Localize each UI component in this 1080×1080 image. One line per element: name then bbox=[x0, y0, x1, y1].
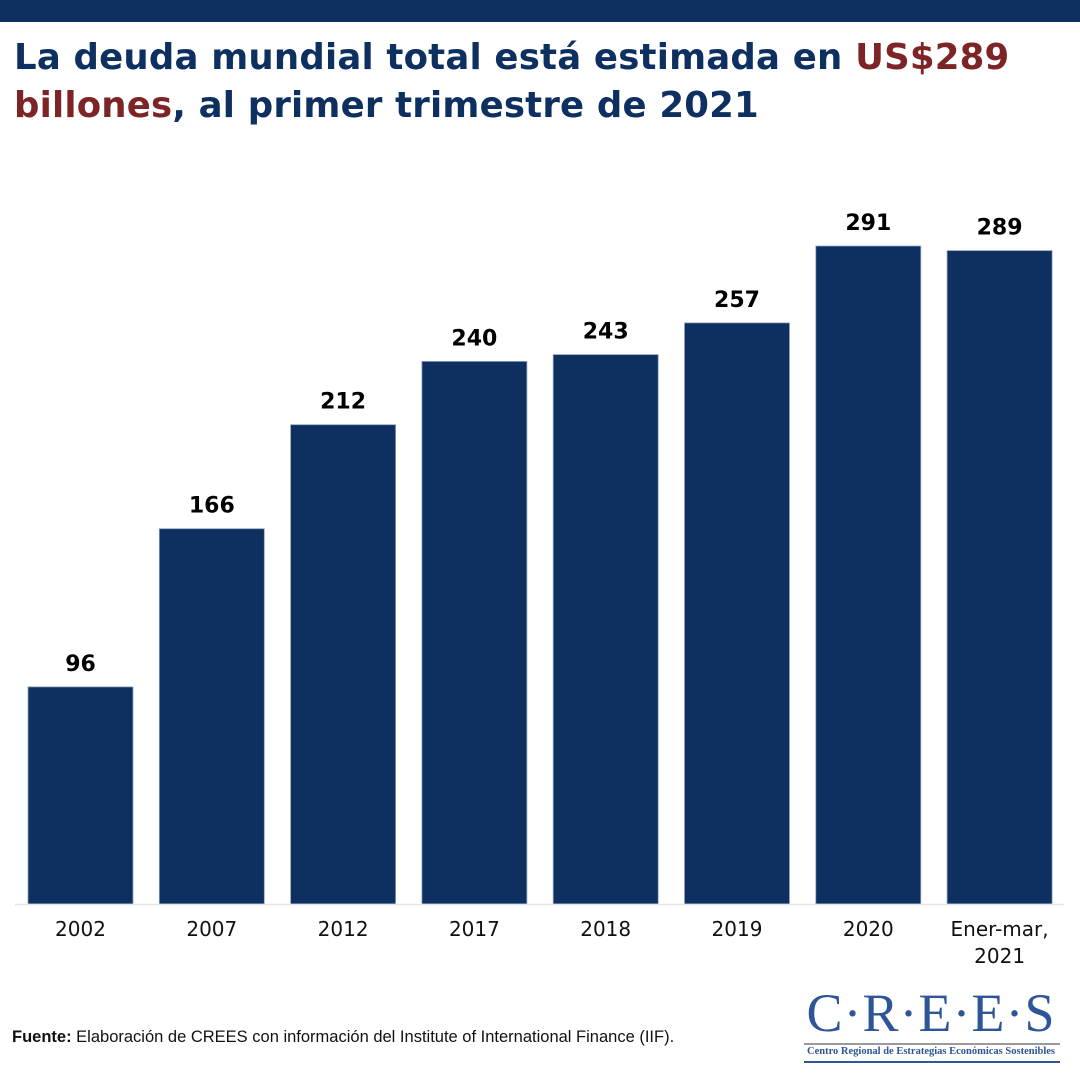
title-highlight-amount: US$289 bbox=[855, 37, 1010, 78]
top-banner-bar bbox=[0, 0, 1080, 22]
x-tick-label: 2019 bbox=[712, 917, 763, 941]
title-highlight-unit: billones bbox=[14, 85, 173, 126]
x-tick-label-line: 2012 bbox=[318, 917, 369, 941]
x-tick-label-line: 2019 bbox=[712, 917, 763, 941]
bar-2017 bbox=[421, 360, 528, 905]
bar-2019 bbox=[684, 322, 790, 905]
x-tick-label-line: 2018 bbox=[580, 917, 631, 941]
bars-group bbox=[27, 245, 1053, 905]
source-note: Fuente: Elaboración de CREES con informa… bbox=[12, 1028, 674, 1047]
source-text: Elaboración de CREES con información del… bbox=[71, 1028, 675, 1046]
chart-title: La deuda mundial total está estimada en … bbox=[14, 34, 1074, 130]
logo-wordmark: C·R·E·E·S bbox=[806, 983, 1056, 1043]
x-tick-label: 2017 bbox=[449, 917, 500, 941]
value-label: 166 bbox=[189, 494, 235, 519]
value-label: 212 bbox=[320, 390, 366, 415]
bar-ener-mar-2021 bbox=[946, 250, 1053, 905]
value-label: 243 bbox=[583, 320, 629, 345]
value-label: 257 bbox=[714, 288, 760, 313]
x-tick-label: 2012 bbox=[318, 917, 369, 941]
value-label: 96 bbox=[65, 652, 96, 677]
bar-chart: 96 166 212 240 243 257 291 289 2002 2007 2012 2017… bbox=[15, 211, 1064, 968]
source-label: Fuente: bbox=[12, 1028, 72, 1046]
crees-logo: C·R·E·E·S Centro Regional de Estrategias… bbox=[800, 984, 1062, 1064]
value-label: 291 bbox=[845, 211, 891, 236]
title-text-1: La deuda mundial total está estimada en bbox=[14, 37, 856, 78]
x-tick-label: 2007 bbox=[186, 917, 237, 941]
x-tick-label: 2018 bbox=[580, 917, 631, 941]
bar-2012 bbox=[290, 424, 397, 905]
value-label: 289 bbox=[977, 216, 1023, 241]
x-tick-label-line: 2017 bbox=[449, 917, 500, 941]
x-tick-label-line: 2021 bbox=[974, 944, 1025, 968]
bar-2002 bbox=[27, 686, 134, 905]
value-labels-group: 96 166 212 240 243 257 291 289 bbox=[65, 211, 1022, 677]
logo-divider-blue bbox=[804, 1061, 1060, 1063]
x-tick-label-line: 2020 bbox=[843, 917, 894, 941]
logo-divider-gray bbox=[804, 1043, 1060, 1045]
x-tick-label: 2002 bbox=[55, 917, 106, 941]
x-tick-label-line: 2002 bbox=[55, 917, 106, 941]
title-text-2: , al primer trimestre de 2021 bbox=[172, 85, 759, 126]
x-tick-label: Ener-mar, 2021 bbox=[951, 917, 1049, 968]
x-tick-label-line: Ener-mar, bbox=[951, 917, 1049, 941]
value-label: 240 bbox=[451, 326, 497, 351]
bar-2020 bbox=[815, 245, 922, 905]
bar-2018 bbox=[552, 354, 659, 905]
x-tick-label: 2020 bbox=[843, 917, 894, 941]
category-labels-group: 2002 2007 2012 2017 2018 2019 2020 Ener-mar, 202… bbox=[55, 917, 1049, 968]
x-tick-label-line: 2007 bbox=[186, 917, 237, 941]
logo-subtitle: Centro Regional de Estrategias Económica… bbox=[806, 1046, 1055, 1057]
bar-2007 bbox=[158, 528, 265, 905]
